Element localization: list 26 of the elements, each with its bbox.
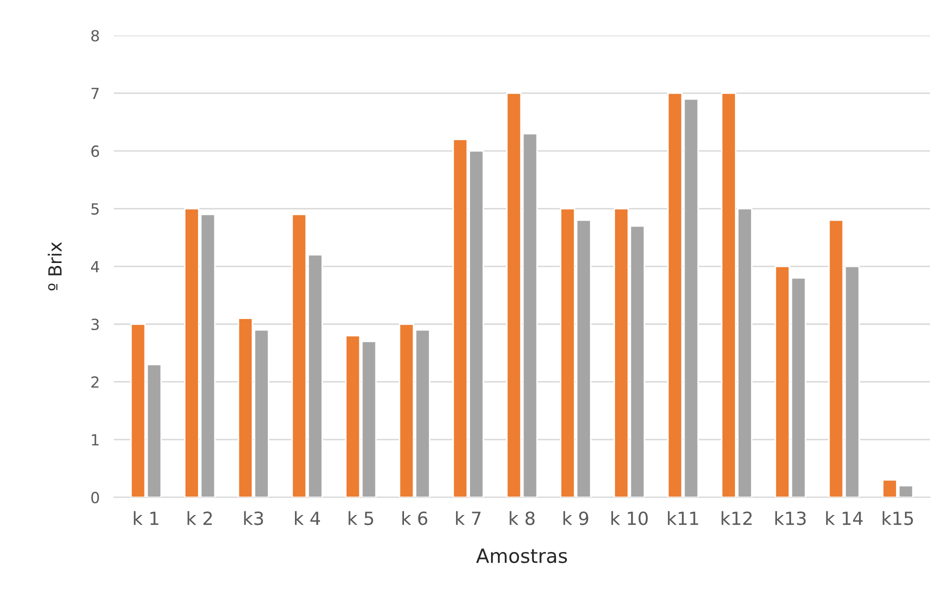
x-tick-label: k 5 <box>348 511 374 526</box>
y-tick-label: 8 <box>91 30 99 42</box>
y-axis-title: º Brix <box>48 242 62 290</box>
x-tick-label: k11 <box>668 511 698 525</box>
y-tick-label: 1 <box>92 434 99 446</box>
y-tick-label: 6 <box>91 145 100 157</box>
y-tick-label: 5 <box>91 203 99 215</box>
x-tick-label: k 9 <box>563 511 588 526</box>
x-tick-label: k12 <box>722 511 752 525</box>
x-tick-label: k 7 <box>456 511 481 525</box>
x-axis-title: Amostras <box>476 548 567 564</box>
y-tick-label: 4 <box>91 261 100 272</box>
x-tick-label: k13 <box>775 511 806 526</box>
x-tick-label: k15 <box>882 511 913 526</box>
x-tick-label: k 2 <box>188 511 212 525</box>
x-tick-label: k 8 <box>510 511 535 526</box>
y-tick-label: 7 <box>92 88 99 100</box>
y-tick-label: 3 <box>91 318 99 330</box>
y-tick-label: 0 <box>91 492 99 504</box>
x-tick-label: k 14 <box>826 511 863 525</box>
x-tick-label: k 10 <box>611 511 648 526</box>
x-tick-label: k 1 <box>134 511 158 525</box>
x-tick-label: k 4 <box>294 511 320 525</box>
x-tick-label: k3 <box>244 511 264 526</box>
y-tick-label: 2 <box>91 376 98 388</box>
x-tick-label: k 6 <box>402 511 428 526</box>
